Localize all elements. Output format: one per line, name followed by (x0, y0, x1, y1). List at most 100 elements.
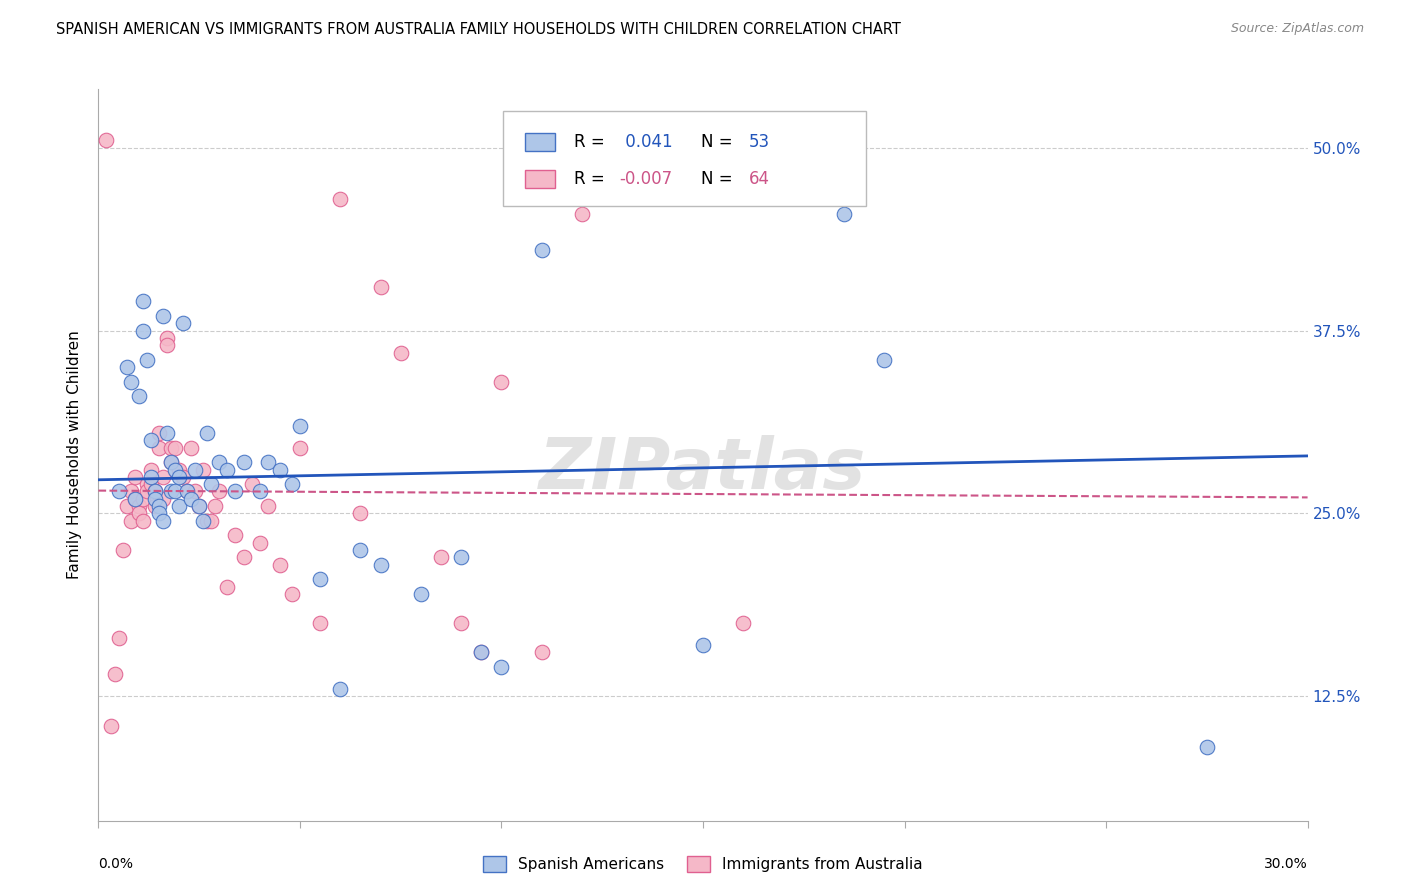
Point (184, 484, 207, 499)
Point (349, 543, 371, 558)
Point (256, 499, 278, 513)
Point (224, 484, 246, 499)
Legend: Spanish Americans, Immigrants from Australia: Spanish Americans, Immigrants from Austr… (475, 848, 931, 880)
Point (132, 514, 155, 528)
Point (530, 645, 553, 659)
Point (217, 580, 239, 594)
Point (329, 681, 352, 696)
Point (139, 434, 162, 448)
Point (152, 514, 174, 528)
Point (132, 294, 155, 309)
Point (107, 484, 129, 499)
Point (107, 631, 129, 645)
Point (135, 484, 157, 499)
Point (143, 499, 166, 513)
Point (430, 550, 453, 565)
Point (143, 491, 166, 506)
Point (163, 484, 186, 499)
Point (370, 558, 392, 572)
Point (193, 462, 215, 476)
Point (139, 470, 162, 484)
Text: 0.0%: 0.0% (98, 857, 134, 871)
Point (288, 418, 311, 433)
Text: 30.0%: 30.0% (1264, 857, 1308, 871)
Point (160, 455, 183, 469)
Point (152, 491, 174, 506)
Point (200, 477, 222, 491)
Point (450, 616, 472, 631)
Point (309, 572, 332, 586)
Point (450, 550, 472, 565)
Point (217, 462, 239, 476)
Point (873, 352, 896, 367)
Point (167, 499, 190, 513)
Point (172, 316, 194, 330)
Point (288, 441, 311, 455)
Y-axis label: Family Households with Children: Family Households with Children (67, 331, 83, 579)
Point (370, 279, 392, 293)
Point (832, 206, 855, 220)
Point (389, 345, 412, 359)
Point (491, 660, 513, 674)
Point (135, 477, 157, 491)
Point (188, 499, 211, 513)
Point (172, 470, 194, 484)
Point (409, 587, 432, 601)
Point (152, 470, 174, 484)
Point (163, 462, 186, 476)
Point (103, 667, 125, 681)
Point (240, 477, 263, 491)
Point (167, 470, 190, 484)
Point (349, 507, 371, 521)
Text: 64: 64 (749, 169, 770, 188)
Point (224, 528, 246, 542)
Point (148, 507, 170, 521)
Point (208, 455, 231, 469)
Point (733, 616, 755, 631)
Point (160, 484, 183, 499)
Point (148, 425, 170, 440)
Point (208, 484, 231, 499)
Point (281, 477, 304, 491)
Point (139, 477, 162, 491)
Point (152, 309, 174, 323)
FancyBboxPatch shape (526, 133, 555, 152)
Point (135, 352, 157, 367)
Text: 53: 53 (749, 133, 770, 152)
Point (160, 441, 183, 455)
Point (120, 484, 142, 499)
Point (156, 425, 179, 440)
Point (176, 484, 198, 499)
FancyBboxPatch shape (526, 169, 555, 188)
Text: 0.041: 0.041 (620, 133, 672, 152)
Point (249, 535, 271, 549)
Point (200, 514, 222, 528)
Point (148, 441, 170, 455)
Point (139, 462, 162, 476)
Point (111, 543, 134, 558)
Point (96, 133, 118, 147)
Point (124, 491, 146, 506)
Point (232, 550, 254, 565)
Point (195, 425, 218, 440)
Point (124, 470, 146, 484)
Point (148, 499, 170, 513)
Point (120, 514, 142, 528)
Point (156, 338, 179, 352)
Point (232, 455, 254, 469)
Text: R =: R = (574, 133, 610, 152)
Point (115, 360, 138, 375)
Text: Source: ZipAtlas.com: Source: ZipAtlas.com (1230, 22, 1364, 36)
Point (329, 192, 352, 206)
Point (128, 389, 150, 403)
Point (163, 441, 186, 455)
Point (143, 484, 166, 499)
Point (470, 645, 492, 659)
Point (530, 243, 553, 257)
Point (143, 484, 166, 499)
Point (184, 462, 207, 476)
Point (120, 375, 142, 389)
Point (256, 455, 278, 469)
Point (180, 491, 202, 506)
Point (470, 645, 492, 659)
